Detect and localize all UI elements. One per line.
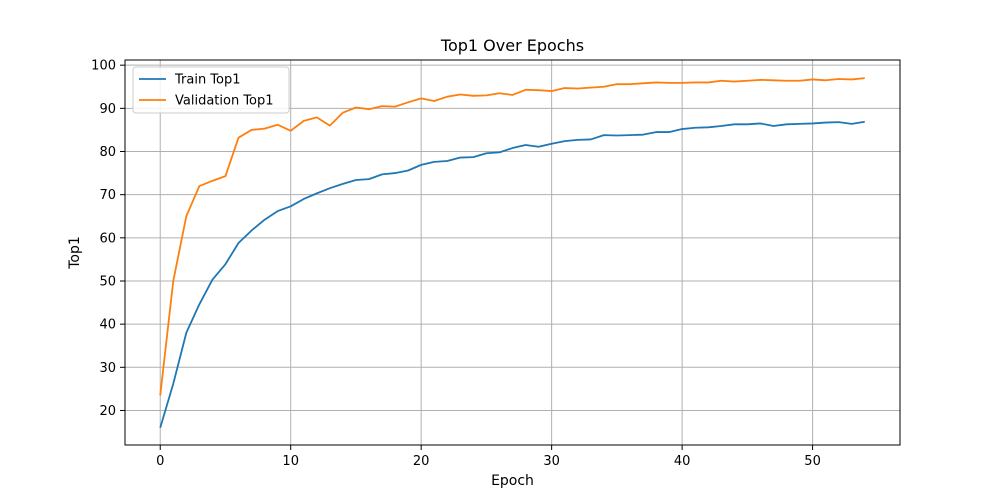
x-tick-label: 30 (543, 454, 560, 469)
series-line-train-top1 (159, 120, 865, 428)
legend: Train Top1 Validation Top1 (132, 66, 290, 114)
y-tick-label: 80 (99, 145, 116, 160)
x-axis-label: Epoch (491, 473, 534, 489)
x-tick-label: 20 (413, 454, 430, 469)
x-tick-label: 40 (674, 454, 691, 469)
y-tick-label: 90 (99, 102, 116, 117)
ticks: 0 10 20 30 40 50 20 30 40 50 60 70 80 90 100 (91, 59, 821, 469)
y-tick-label: 50 (99, 274, 116, 289)
y-tick-label: 20 (99, 404, 116, 419)
y-tick-label: 60 (99, 231, 116, 246)
y-tick-label: 30 (99, 361, 116, 376)
legend-label: Validation Top1 (175, 94, 274, 109)
grid (125, 60, 900, 445)
plot-frame (124, 59, 901, 446)
y-tick-label: 40 (99, 318, 116, 333)
x-tick-label: 0 (156, 454, 164, 469)
x-tick-label: 50 (804, 454, 821, 469)
legend-label: Train Top1 (174, 73, 241, 88)
y-axis-label: Top1 (67, 236, 83, 270)
x-tick-label: 10 (282, 454, 299, 469)
series-layer (159, 77, 865, 428)
legend-box (132, 66, 290, 114)
y-tick-label: 70 (99, 188, 116, 203)
chart-title: Top1 Over Epochs (440, 36, 584, 55)
y-tick-label: 100 (91, 59, 116, 74)
series-line-validation-top1 (159, 77, 865, 396)
